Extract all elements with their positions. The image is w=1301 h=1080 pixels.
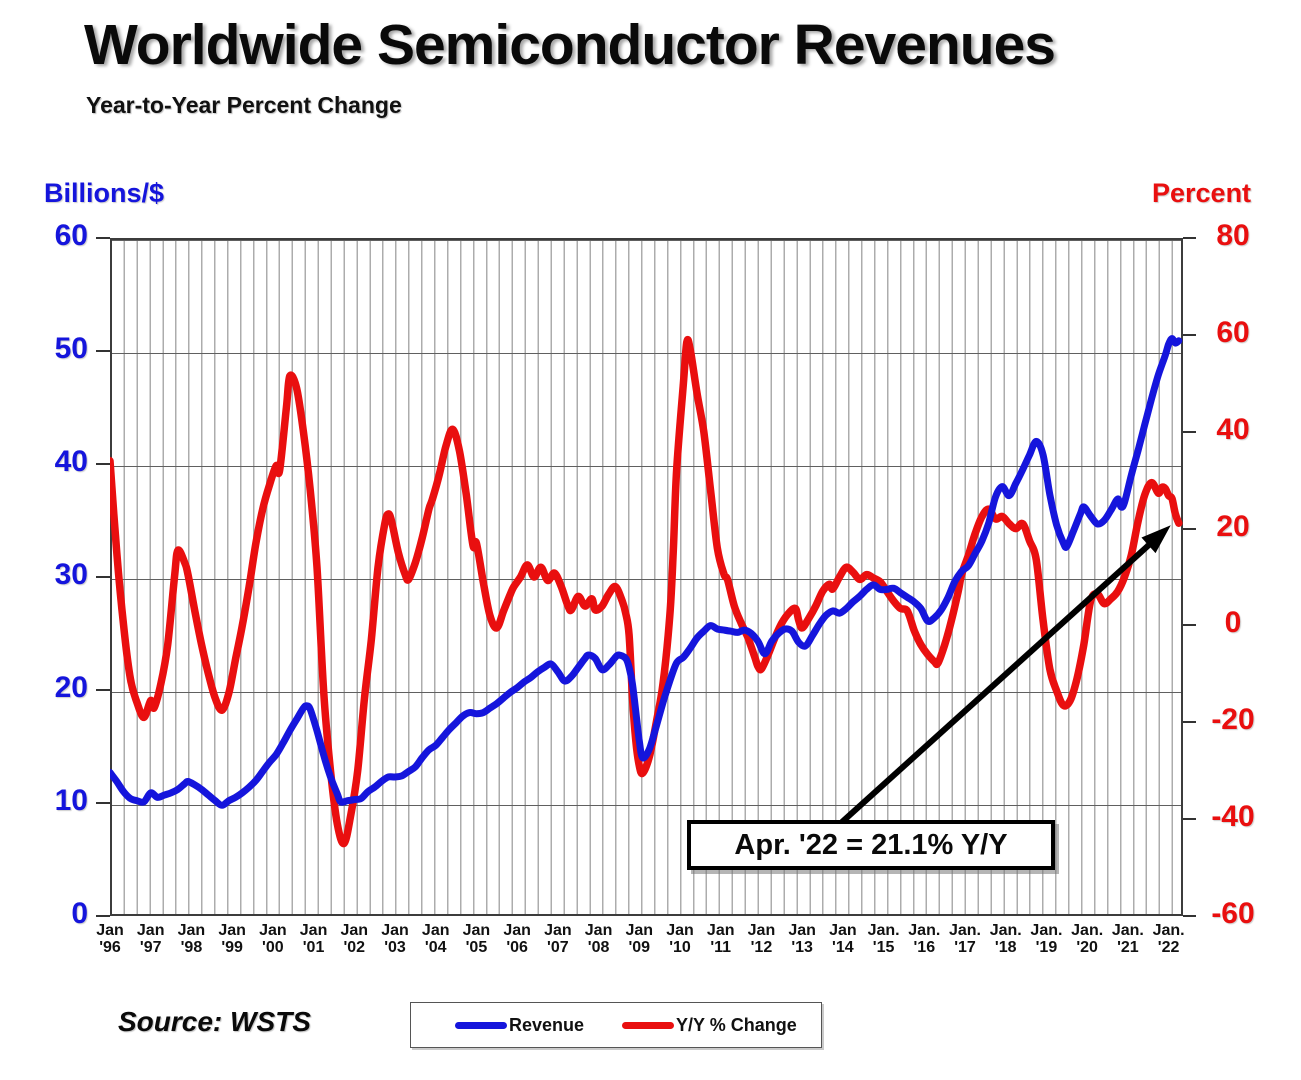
chart-subtitle: Year-to-Year Percent Change — [86, 92, 402, 118]
right-tick-20: 20 — [1216, 509, 1250, 543]
x-label-11: Jan '11 — [706, 922, 735, 956]
x-label-00: Jan '00 — [259, 922, 287, 956]
x-label-07: Jan '07 — [544, 922, 572, 956]
left-tick-mark — [96, 689, 110, 691]
legend-label-yoy: Y/Y % Change — [676, 1014, 797, 1035]
left-tick-10: 10 — [54, 784, 88, 817]
annotation-text: Apr. '22 = 21.1% Y/Y — [734, 828, 1008, 861]
x-label-97: Jan '97 — [136, 922, 165, 956]
right-tick-mark — [1183, 818, 1196, 821]
x-label-96: Jan '96 — [96, 922, 124, 956]
x-label-12: Jan '12 — [747, 922, 776, 956]
annotation-callout: Apr. '22 = 21.1% Y/Y — [687, 820, 1055, 870]
x-label-10: Jan '10 — [666, 922, 694, 956]
right-tick--40: -40 — [1211, 800, 1255, 834]
left-axis-title: Billions/$ — [44, 178, 165, 208]
left-tick-60: 60 — [54, 219, 88, 252]
left-tick-mark — [96, 915, 110, 917]
right-tick-mark — [1183, 237, 1196, 239]
x-label-05: Jan '05 — [462, 922, 491, 956]
left-tick-mark — [96, 350, 110, 352]
right-tick--60: -60 — [1211, 897, 1255, 930]
right-tick-mark — [1183, 430, 1196, 433]
right-tick-mark — [1183, 527, 1196, 530]
right-tick-60: 60 — [1216, 315, 1250, 349]
x-label-02: Jan '02 — [340, 922, 369, 956]
x-label-22: Jan. '22 — [1152, 922, 1185, 956]
x-label-01: Jan '01 — [299, 922, 328, 956]
revenue-line-swatch-icon — [455, 1021, 507, 1029]
left-tick-30: 30 — [54, 558, 88, 591]
right-axis-title: Percent — [1152, 178, 1252, 208]
x-label-16: Jan. '16 — [908, 922, 941, 956]
yoy-line-swatch-icon — [622, 1021, 675, 1029]
x-label-03: Jan '03 — [381, 922, 409, 956]
left-tick-mark — [96, 576, 110, 578]
right-tick-40: 40 — [1216, 412, 1250, 446]
left-tick-mark — [96, 802, 110, 804]
x-label-19: Jan. '19 — [1030, 922, 1063, 956]
right-tick-0: 0 — [1224, 606, 1242, 640]
x-label-99: Jan '99 — [218, 922, 246, 956]
legend: Revenue Y/Y % Change — [410, 1002, 822, 1048]
right-tick-mark — [1183, 915, 1196, 917]
right-tick-mark — [1183, 624, 1196, 627]
x-label-06: Jan '06 — [503, 922, 531, 956]
x-label-17: Jan. '17 — [948, 922, 981, 956]
x-label-14: Jan '14 — [829, 922, 857, 956]
legend-item-revenue: Revenue — [455, 1015, 584, 1036]
chart-title: Worldwide Semiconductor Revenues — [84, 13, 1056, 77]
x-label-04: Jan '04 — [421, 922, 450, 956]
right-tick-mark — [1183, 721, 1196, 724]
source-note: Source: WSTS — [118, 1006, 311, 1037]
right-tick-80: 80 — [1216, 219, 1250, 252]
x-label-18: Jan. '18 — [989, 922, 1022, 956]
left-tick-mark — [96, 463, 110, 465]
legend-label-revenue: Revenue — [509, 1014, 585, 1035]
left-tick-mark — [96, 237, 110, 239]
x-label-21: Jan. '21 — [1111, 922, 1144, 956]
plot-area — [110, 238, 1183, 916]
left-tick-40: 40 — [54, 445, 88, 478]
x-label-98: Jan '98 — [177, 922, 206, 956]
right-tick-mark — [1183, 333, 1196, 336]
left-tick-50: 50 — [54, 332, 88, 365]
x-label-13: Jan '13 — [788, 922, 816, 956]
left-tick-0: 0 — [71, 897, 88, 930]
left-tick-20: 20 — [54, 671, 88, 704]
x-label-08: Jan '08 — [584, 922, 613, 956]
legend-item-yoy: Y/Y % Change — [622, 1015, 797, 1036]
right-tick--20: -20 — [1211, 703, 1255, 737]
x-label-20: Jan. '20 — [1071, 922, 1104, 956]
x-label-15: Jan. '15 — [867, 922, 900, 956]
x-label-09: Jan '09 — [625, 922, 654, 956]
